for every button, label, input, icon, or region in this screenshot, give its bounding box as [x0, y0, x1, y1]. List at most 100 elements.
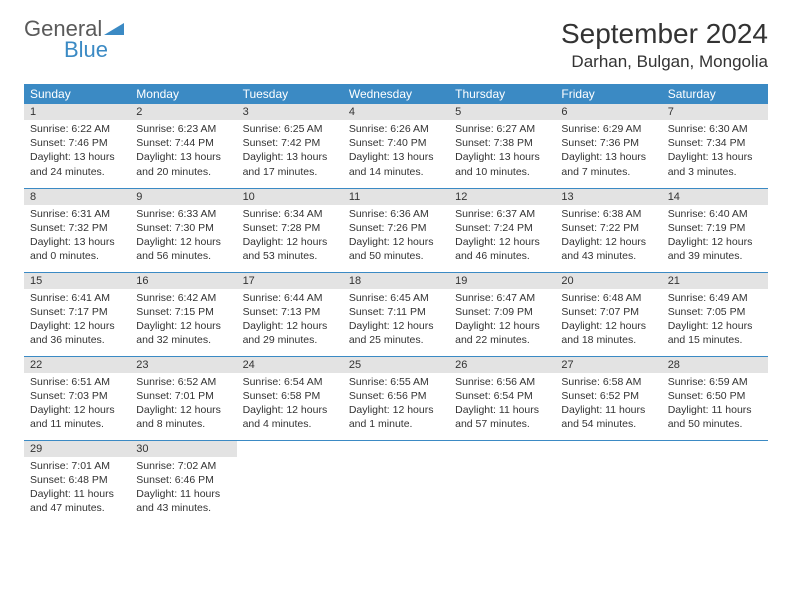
day-info: Sunrise: 6:56 AMSunset: 6:54 PMDaylight:…	[449, 373, 555, 436]
day-number: 6	[555, 104, 661, 120]
calendar-cell: 10Sunrise: 6:34 AMSunset: 7:28 PMDayligh…	[237, 188, 343, 272]
day-info: Sunrise: 6:36 AMSunset: 7:26 PMDaylight:…	[343, 205, 449, 268]
sunset-text: Sunset: 7:17 PM	[30, 305, 124, 319]
day-number: 23	[130, 357, 236, 373]
sunrise-text: Sunrise: 6:40 AM	[668, 207, 762, 221]
calendar-cell: 26Sunrise: 6:56 AMSunset: 6:54 PMDayligh…	[449, 356, 555, 440]
sunrise-text: Sunrise: 6:44 AM	[243, 291, 337, 305]
day-info: Sunrise: 6:31 AMSunset: 7:32 PMDaylight:…	[24, 205, 130, 268]
sunset-text: Sunset: 7:09 PM	[455, 305, 549, 319]
sunset-text: Sunset: 6:58 PM	[243, 389, 337, 403]
sunset-text: Sunset: 7:34 PM	[668, 136, 762, 150]
calendar-cell: 23Sunrise: 6:52 AMSunset: 7:01 PMDayligh…	[130, 356, 236, 440]
day-number: 8	[24, 189, 130, 205]
day-info: Sunrise: 6:37 AMSunset: 7:24 PMDaylight:…	[449, 205, 555, 268]
calendar-cell: 17Sunrise: 6:44 AMSunset: 7:13 PMDayligh…	[237, 272, 343, 356]
sunrise-text: Sunrise: 6:47 AM	[455, 291, 549, 305]
sunrise-text: Sunrise: 6:41 AM	[30, 291, 124, 305]
calendar-cell	[662, 440, 768, 524]
sunrise-text: Sunrise: 6:26 AM	[349, 122, 443, 136]
calendar-cell: 14Sunrise: 6:40 AMSunset: 7:19 PMDayligh…	[662, 188, 768, 272]
daylight-text: Daylight: 11 hours and 43 minutes.	[136, 487, 230, 515]
day-info: Sunrise: 6:27 AMSunset: 7:38 PMDaylight:…	[449, 120, 555, 183]
sunset-text: Sunset: 7:11 PM	[349, 305, 443, 319]
sunrise-text: Sunrise: 6:55 AM	[349, 375, 443, 389]
calendar-cell: 27Sunrise: 6:58 AMSunset: 6:52 PMDayligh…	[555, 356, 661, 440]
sunset-text: Sunset: 7:36 PM	[561, 136, 655, 150]
sunset-text: Sunset: 7:13 PM	[243, 305, 337, 319]
calendar-cell: 25Sunrise: 6:55 AMSunset: 6:56 PMDayligh…	[343, 356, 449, 440]
day-info: Sunrise: 6:41 AMSunset: 7:17 PMDaylight:…	[24, 289, 130, 352]
daylight-text: Daylight: 13 hours and 24 minutes.	[30, 150, 124, 178]
day-info: Sunrise: 7:02 AMSunset: 6:46 PMDaylight:…	[130, 457, 236, 520]
day-number: 9	[130, 189, 236, 205]
daylight-text: Daylight: 13 hours and 10 minutes.	[455, 150, 549, 178]
calendar-cell: 2Sunrise: 6:23 AMSunset: 7:44 PMDaylight…	[130, 104, 236, 188]
calendar-row: 22Sunrise: 6:51 AMSunset: 7:03 PMDayligh…	[24, 356, 768, 440]
day-number: 1	[24, 104, 130, 120]
daylight-text: Daylight: 11 hours and 50 minutes.	[668, 403, 762, 431]
daylight-text: Daylight: 12 hours and 39 minutes.	[668, 235, 762, 263]
calendar-cell	[237, 440, 343, 524]
month-title: September 2024	[561, 18, 768, 50]
sunrise-text: Sunrise: 6:37 AM	[455, 207, 549, 221]
calendar-cell: 7Sunrise: 6:30 AMSunset: 7:34 PMDaylight…	[662, 104, 768, 188]
day-number: 12	[449, 189, 555, 205]
calendar-cell: 21Sunrise: 6:49 AMSunset: 7:05 PMDayligh…	[662, 272, 768, 356]
sunset-text: Sunset: 7:46 PM	[30, 136, 124, 150]
calendar-body: 1Sunrise: 6:22 AMSunset: 7:46 PMDaylight…	[24, 104, 768, 524]
calendar-cell: 30Sunrise: 7:02 AMSunset: 6:46 PMDayligh…	[130, 440, 236, 524]
sunset-text: Sunset: 6:50 PM	[668, 389, 762, 403]
day-number: 24	[237, 357, 343, 373]
logo-word-2: Blue	[64, 39, 124, 61]
day-number: 13	[555, 189, 661, 205]
day-info: Sunrise: 6:58 AMSunset: 6:52 PMDaylight:…	[555, 373, 661, 436]
header: General Blue September 2024 Darhan, Bulg…	[24, 18, 768, 72]
sunset-text: Sunset: 7:38 PM	[455, 136, 549, 150]
weekday-monday: Monday	[130, 84, 236, 104]
sunrise-text: Sunrise: 6:22 AM	[30, 122, 124, 136]
day-number: 22	[24, 357, 130, 373]
day-info: Sunrise: 6:26 AMSunset: 7:40 PMDaylight:…	[343, 120, 449, 183]
sunset-text: Sunset: 7:24 PM	[455, 221, 549, 235]
sunset-text: Sunset: 7:42 PM	[243, 136, 337, 150]
title-block: September 2024 Darhan, Bulgan, Mongolia	[561, 18, 768, 72]
sunset-text: Sunset: 6:52 PM	[561, 389, 655, 403]
logo: General Blue	[24, 18, 124, 61]
sunrise-text: Sunrise: 7:01 AM	[30, 459, 124, 473]
daylight-text: Daylight: 12 hours and 53 minutes.	[243, 235, 337, 263]
daylight-text: Daylight: 12 hours and 36 minutes.	[30, 319, 124, 347]
sunset-text: Sunset: 7:40 PM	[349, 136, 443, 150]
sunset-text: Sunset: 7:32 PM	[30, 221, 124, 235]
calendar-cell: 20Sunrise: 6:48 AMSunset: 7:07 PMDayligh…	[555, 272, 661, 356]
day-info: Sunrise: 6:38 AMSunset: 7:22 PMDaylight:…	[555, 205, 661, 268]
day-number: 16	[130, 273, 236, 289]
calendar-cell	[343, 440, 449, 524]
daylight-text: Daylight: 13 hours and 20 minutes.	[136, 150, 230, 178]
day-number: 19	[449, 273, 555, 289]
day-number: 17	[237, 273, 343, 289]
day-number: 15	[24, 273, 130, 289]
calendar-row: 8Sunrise: 6:31 AMSunset: 7:32 PMDaylight…	[24, 188, 768, 272]
daylight-text: Daylight: 11 hours and 54 minutes.	[561, 403, 655, 431]
daylight-text: Daylight: 12 hours and 43 minutes.	[561, 235, 655, 263]
daylight-text: Daylight: 13 hours and 14 minutes.	[349, 150, 443, 178]
calendar-cell: 1 Sunrise: 6:22 AMSunset: 7:46 PMDaylight…	[24, 104, 130, 188]
day-info: Sunrise: 6:23 AMSunset: 7:44 PMDaylight:…	[130, 120, 236, 183]
day-number: 14	[662, 189, 768, 205]
daylight-text: Daylight: 12 hours and 50 minutes.	[349, 235, 443, 263]
calendar-cell	[449, 440, 555, 524]
calendar-cell: 24Sunrise: 6:54 AMSunset: 6:58 PMDayligh…	[237, 356, 343, 440]
sunset-text: Sunset: 6:54 PM	[455, 389, 549, 403]
sunset-text: Sunset: 6:46 PM	[136, 473, 230, 487]
daylight-text: Daylight: 13 hours and 3 minutes.	[668, 150, 762, 178]
weekday-friday: Friday	[555, 84, 661, 104]
sunrise-text: Sunrise: 6:23 AM	[136, 122, 230, 136]
daylight-text: Daylight: 12 hours and 25 minutes.	[349, 319, 443, 347]
sunset-text: Sunset: 7:28 PM	[243, 221, 337, 235]
calendar-cell: 28Sunrise: 6:59 AMSunset: 6:50 PMDayligh…	[662, 356, 768, 440]
day-info: Sunrise: 6:47 AMSunset: 7:09 PMDaylight:…	[449, 289, 555, 352]
daylight-text: Daylight: 12 hours and 32 minutes.	[136, 319, 230, 347]
sunrise-text: Sunrise: 6:52 AM	[136, 375, 230, 389]
daylight-text: Daylight: 12 hours and 1 minute.	[349, 403, 443, 431]
